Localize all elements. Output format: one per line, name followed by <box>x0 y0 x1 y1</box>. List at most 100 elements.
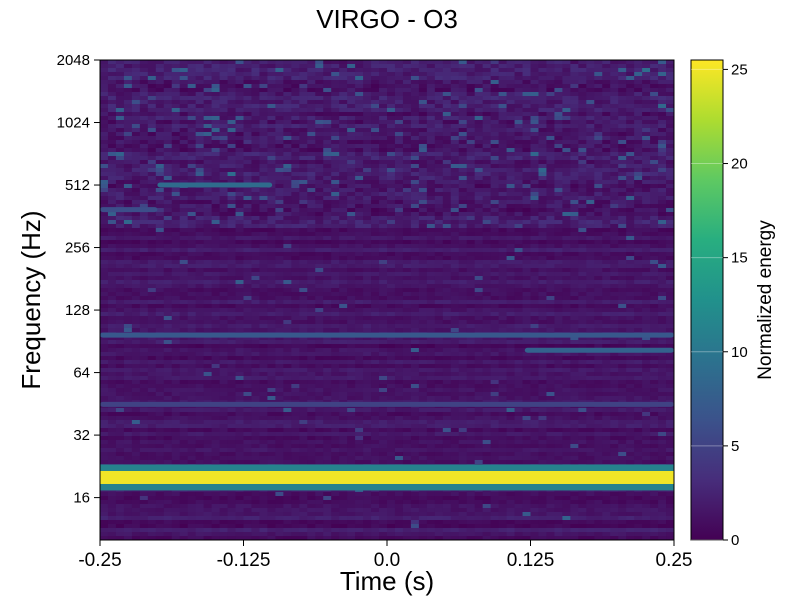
spectrogram-cell <box>291 152 300 157</box>
spectrogram-cell <box>522 280 531 285</box>
spectrogram-cell <box>251 76 260 81</box>
spectrogram-cell <box>530 60 539 65</box>
spectrogram-cell <box>347 256 356 261</box>
spectrogram-cell <box>530 96 539 101</box>
spectrogram-cell <box>323 64 332 69</box>
spectrogram-cell <box>315 80 324 85</box>
spectrogram-cell <box>115 224 125 229</box>
spectrogram-cell <box>347 180 356 185</box>
spectrogram-cell <box>211 136 220 141</box>
spectrogram-cell <box>347 116 356 121</box>
spectrogram-cell <box>482 188 492 193</box>
spectrogram-cell <box>618 184 627 189</box>
spectrogram-cell <box>379 224 388 229</box>
spectrogram-cell <box>402 272 412 277</box>
spectrogram-cell <box>275 192 284 197</box>
spectrogram-cell <box>219 304 228 309</box>
spectrogram-cell <box>139 224 149 229</box>
spectrogram-cell <box>235 136 244 141</box>
spectrogram-cell <box>259 112 268 117</box>
spectrogram-cell <box>275 108 284 113</box>
spectrogram-cell <box>355 324 364 329</box>
spectrogram-cell <box>522 64 531 69</box>
spectrogram-cell <box>434 212 444 217</box>
spectrogram-cell <box>307 84 316 89</box>
spectrogram-cell <box>243 268 252 273</box>
spectrogram-cell <box>195 208 205 213</box>
spectrogram-cell <box>211 100 220 105</box>
spectrogram-cell <box>506 88 515 93</box>
spectrogram-cell <box>586 284 595 289</box>
spectrogram-cell <box>283 264 292 269</box>
spectrogram-cell <box>259 156 268 161</box>
spectrogram-cell <box>402 132 412 137</box>
spectrogram-cell <box>283 136 292 141</box>
spectrogram-cell <box>195 224 205 229</box>
spectrogram-cell <box>315 112 324 117</box>
spectrogram-cell <box>506 252 515 257</box>
spectrogram-cell <box>139 100 149 105</box>
spectrogram-cell <box>299 288 308 293</box>
spectrogram-cell <box>618 300 627 305</box>
spectrogram-cell <box>602 308 611 313</box>
spectrogram-cell <box>418 200 428 205</box>
spectrogram-cell <box>570 144 579 149</box>
spectrogram-cell <box>363 212 372 217</box>
spectrogram-cell <box>562 292 571 297</box>
spectrogram-cell <box>195 100 205 105</box>
spectrogram-cell <box>347 248 356 253</box>
spectrogram-cell <box>363 104 372 109</box>
spectrogram-cell <box>211 172 220 177</box>
spectrogram-cell <box>498 308 507 313</box>
spectrogram-cell <box>363 184 372 189</box>
spectrogram-cell <box>586 320 595 325</box>
spectrogram-cell <box>466 324 476 329</box>
spectrogram-cell <box>490 228 500 233</box>
spectrogram-cell <box>323 168 332 173</box>
spectrogram-cell <box>522 96 531 101</box>
spectrogram-cell <box>283 312 292 317</box>
spectrogram-cell <box>107 96 117 101</box>
spectrogram-cell <box>227 292 236 297</box>
spectrogram-cell <box>618 252 627 257</box>
spectrogram-cell <box>155 212 165 217</box>
spectrogram-cell <box>554 328 563 333</box>
spectrogram-cell <box>466 124 476 129</box>
spectrogram-cell <box>506 120 515 125</box>
spectrogram-cell <box>171 172 181 177</box>
spectrogram-cell <box>442 256 452 261</box>
spectrogram-cell <box>219 136 228 141</box>
spectrogram-cell <box>179 160 189 165</box>
spectrogram-cell <box>506 72 515 77</box>
spectrogram-cell <box>155 316 165 321</box>
spectrogram-cell <box>211 308 220 313</box>
spectrogram-cell <box>578 88 587 93</box>
spectrogram-cell <box>195 324 205 329</box>
spectrogram-cell <box>514 148 523 153</box>
spectrogram-cell <box>283 220 292 225</box>
spectrogram-cell <box>610 100 619 105</box>
spectrogram-cell <box>402 276 412 281</box>
spectrogram-cell <box>163 136 173 141</box>
spectrogram-cell <box>163 312 173 317</box>
spectrogram-cell <box>466 112 476 117</box>
spectrogram-cell <box>219 188 228 193</box>
spectrogram-cell <box>498 188 507 193</box>
spectrogram-cell <box>259 284 268 289</box>
spectrogram-cell <box>418 144 428 149</box>
spectrogram-cell <box>219 256 228 261</box>
spectrogram-cell <box>259 132 268 137</box>
spectrogram-cell <box>371 208 380 213</box>
spectrogram-cell <box>259 104 268 109</box>
spectrogram-cell <box>163 328 173 333</box>
spectrogram-cell <box>666 148 674 153</box>
spectrogram-cell <box>131 120 141 125</box>
spectrogram-cell <box>530 312 539 317</box>
spectrogram-cell <box>307 280 316 285</box>
spectrogram-cell <box>235 168 244 173</box>
spectrogram-cell <box>187 96 197 101</box>
spectrogram-cell <box>666 232 674 237</box>
spectrogram-cell <box>307 128 316 133</box>
spectrogram-cell <box>323 276 332 281</box>
spectrogram-cell <box>363 220 372 225</box>
